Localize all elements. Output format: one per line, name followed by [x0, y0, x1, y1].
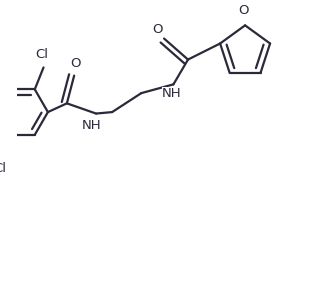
Text: O: O: [70, 57, 81, 70]
Text: Cl: Cl: [0, 162, 6, 175]
Text: Cl: Cl: [36, 48, 49, 61]
Text: NH: NH: [82, 119, 101, 132]
Text: O: O: [238, 4, 249, 17]
Text: O: O: [153, 23, 163, 36]
Text: NH: NH: [162, 87, 182, 100]
